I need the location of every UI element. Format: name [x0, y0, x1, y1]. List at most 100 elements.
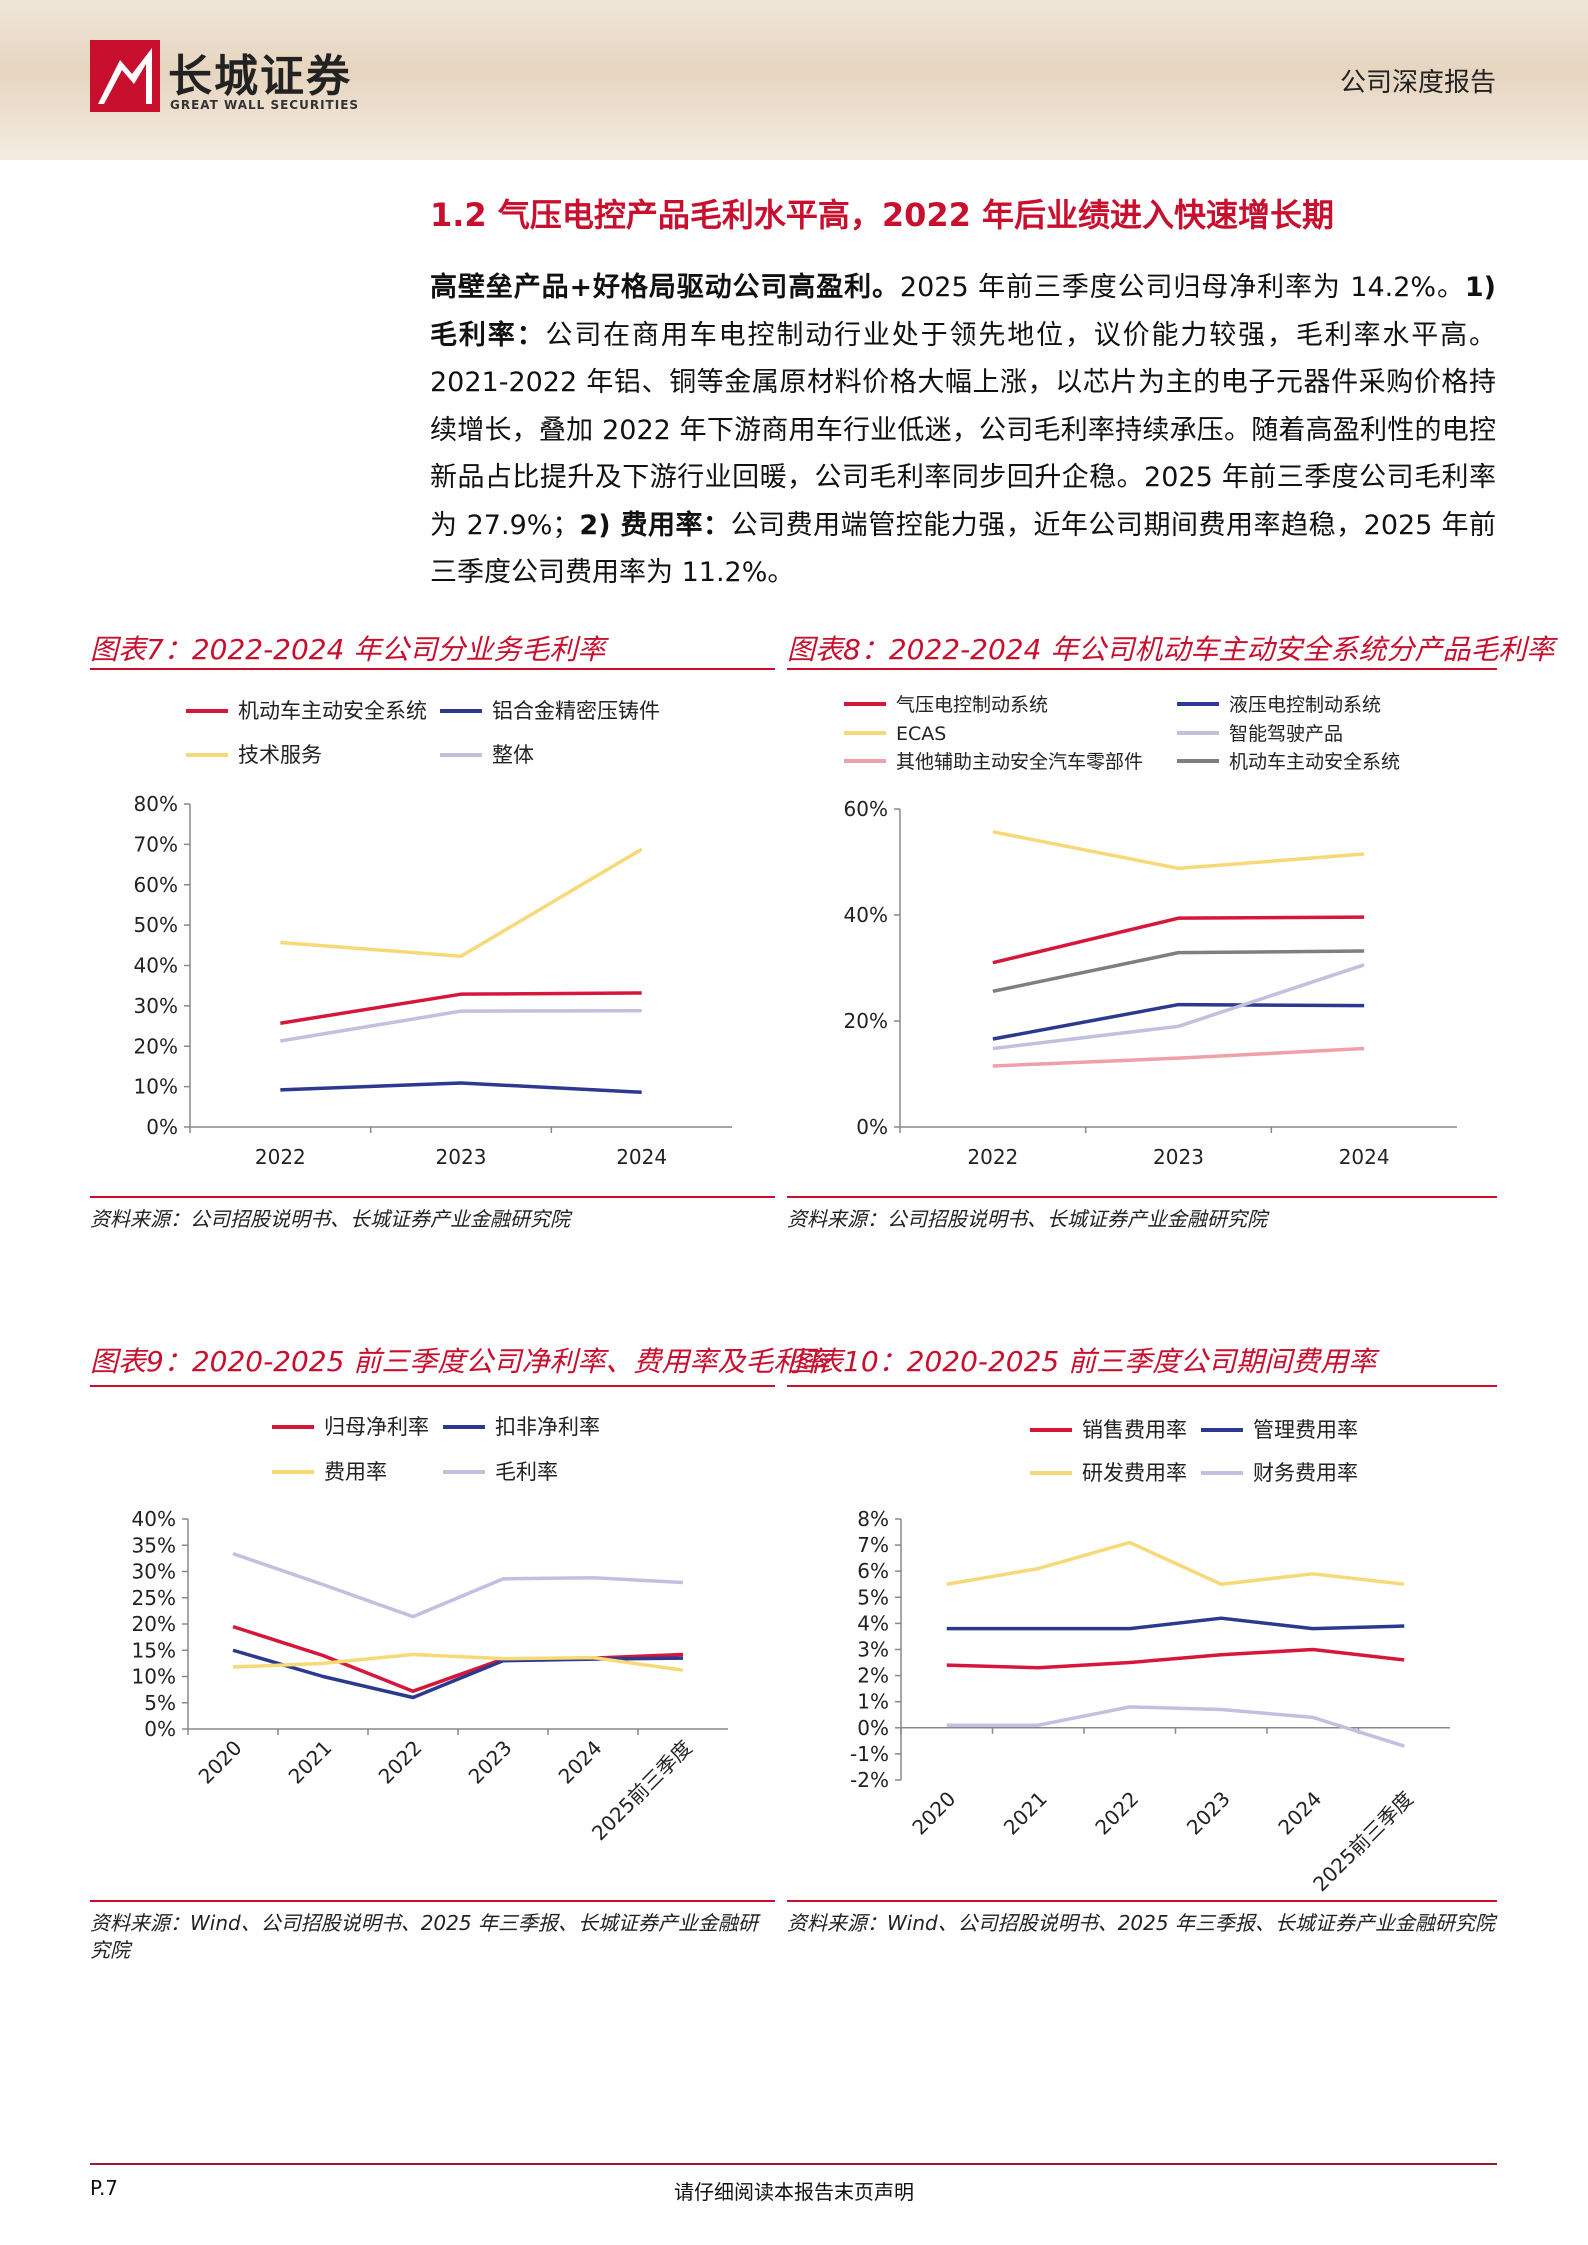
y-tick-label: 0% [856, 1115, 888, 1139]
x-tick-label: 2021 [999, 1787, 1052, 1840]
title-rule [90, 1385, 775, 1387]
text-run: 公司费用端管控能力强，近年公司期间费用率趋稳，2025 年前三季度公司费用率为 … [430, 509, 1496, 589]
x-tick-label: 2022 [374, 1736, 427, 1789]
y-tick-label: 5% [144, 1691, 176, 1715]
chart-title: 图表7：2022-2024 年公司分业务毛利率 [90, 633, 606, 666]
chart-source: 资料来源：Wind、公司招股说明书、2025 年三季报、长城证券产业金融研究院 [787, 1911, 1495, 1935]
footer-rule [90, 2163, 1497, 2165]
y-tick-label: 7% [857, 1533, 889, 1557]
y-tick-label: 4% [857, 1611, 889, 1635]
text-run: 公司在商用车电控制动行业处于领先地位，议价能力较强，毛利率水平高。2021-20… [430, 319, 1497, 541]
y-tick-label: 10% [132, 1665, 176, 1689]
y-tick-label: 60% [844, 797, 888, 821]
paragraph: 高壁垒产品+好格局驱动公司高盈利。2025 年前三季度公司归母净利率为 14.2… [430, 264, 1496, 597]
chart-title: 图表10：2020-2025 前三季度公司期间费用率 [787, 1345, 1377, 1378]
text-run: 1) 毛利率： [430, 272, 1497, 351]
series-line [992, 963, 1365, 1051]
legend-label: 铝合金精密压铸件 [492, 699, 660, 723]
series-line [992, 949, 1365, 994]
report-type: 公司深度报告 [1339, 68, 1496, 98]
x-tick-label: 2023 [1153, 1145, 1204, 1169]
x-tick-label: 2024 [554, 1736, 607, 1789]
y-tick-label: 1% [857, 1690, 889, 1714]
y-tick-label: 20% [134, 1034, 178, 1058]
x-tick-label: 2024 [616, 1145, 667, 1169]
y-tick-label: 5% [857, 1585, 889, 1609]
x-tick-label: 2024 [1339, 1145, 1390, 1169]
title-rule [90, 668, 775, 670]
series-line [280, 1008, 642, 1043]
legend-label: 机动车主动安全系统 [238, 699, 427, 723]
x-tick-label: 2023 [464, 1736, 517, 1789]
series-line [992, 830, 1365, 871]
title-rule [787, 1385, 1497, 1387]
x-tick-label: 2022 [967, 1145, 1018, 1169]
y-tick-label: 20% [844, 1009, 888, 1033]
series-line [232, 1551, 684, 1619]
chart-source: 资料来源：Wind、公司招股说明书、2025 年三季报、长城证券产业金融研究院 [90, 1911, 758, 1962]
x-tick-label: 2020 [907, 1787, 960, 1840]
y-tick-label: 50% [134, 913, 178, 937]
series-line [280, 847, 643, 958]
bottom-rule [787, 1196, 1497, 1198]
header-band [0, 0, 1588, 160]
brand-en: GREAT WALL SECURITIES [170, 98, 360, 112]
legend-label: 气压电控制动系统 [896, 694, 1048, 716]
series-line [280, 991, 642, 1025]
legend-label: 销售费用率 [1082, 1418, 1187, 1442]
text-run: 高壁垒产品+好格局驱动公司高盈利。 [430, 272, 900, 303]
logo [90, 40, 160, 112]
bottom-rule [90, 1900, 775, 1902]
chart-title: 图表8：2022-2024 年公司机动车主动安全系统分产品毛利率 [787, 633, 1555, 666]
legend-label: 整体 [492, 743, 534, 767]
section-title: 1.2 气压电控产品毛利水平高，2022 年后业绩进入快速增长期 [430, 196, 1335, 234]
legend-label: 研发费用率 [1082, 1461, 1187, 1485]
series-line [992, 1046, 1365, 1068]
title-rule [787, 668, 1497, 670]
y-tick-label: 40% [844, 903, 888, 927]
text-run: 2025 年前三季度公司归母净利率为 14.2%。 [899, 272, 1465, 303]
disclaimer: 请仔细阅读本报告末页声明 [674, 2180, 914, 2204]
series-line [232, 1652, 684, 1672]
series-line [946, 1705, 1405, 1748]
y-tick-label: -1% [850, 1742, 889, 1766]
y-tick-label: 40% [132, 1507, 176, 1531]
series-line [946, 1540, 1405, 1586]
chart-source: 资料来源：公司招股说明书、长城证券产业金融研究院 [787, 1207, 1267, 1231]
x-tick-label: 2022 [1090, 1787, 1143, 1840]
y-tick-label: 40% [134, 954, 178, 978]
legend-label: 机动车主动安全系统 [1229, 751, 1400, 773]
y-tick-label: 35% [132, 1533, 176, 1557]
legend-label: 费用率 [324, 1460, 387, 1484]
y-tick-label: 0% [146, 1115, 178, 1139]
y-tick-label: 6% [857, 1559, 889, 1583]
series-line [280, 1081, 642, 1095]
y-tick-label: 80% [134, 792, 178, 816]
series-line [946, 1647, 1405, 1670]
y-tick-label: 20% [132, 1612, 176, 1636]
x-tick-label: 2024 [1273, 1787, 1326, 1840]
chart-title: 图表9：2020-2025 前三季度公司净利率、费用率及毛利率 [90, 1345, 830, 1378]
chart-source: 资料来源：公司招股说明书、长城证券产业金融研究院 [90, 1207, 570, 1231]
legend-label: 管理费用率 [1253, 1418, 1358, 1442]
series-line [946, 1616, 1405, 1631]
y-tick-label: 3% [857, 1638, 889, 1662]
text-run: 2) 费用率： [579, 509, 731, 541]
brand: 长城证券 [168, 51, 352, 102]
legend-label: 归母净利率 [324, 1415, 429, 1439]
page-number: P.7 [90, 2176, 119, 2200]
y-tick-label: 15% [132, 1638, 176, 1662]
bottom-rule [90, 1196, 775, 1198]
x-tick-label: 2023 [436, 1145, 487, 1169]
x-tick-label: 2023 [1182, 1787, 1235, 1840]
legend-label: 扣非净利率 [495, 1415, 600, 1439]
y-tick-label: 8% [857, 1507, 889, 1531]
legend-label: 智能驾驶产品 [1229, 723, 1343, 745]
series-line [992, 1002, 1365, 1041]
legend-label: 财务费用率 [1253, 1461, 1358, 1485]
y-tick-label: 70% [134, 832, 178, 856]
y-tick-label: 0% [144, 1717, 176, 1741]
y-tick-label: 2% [857, 1664, 889, 1688]
